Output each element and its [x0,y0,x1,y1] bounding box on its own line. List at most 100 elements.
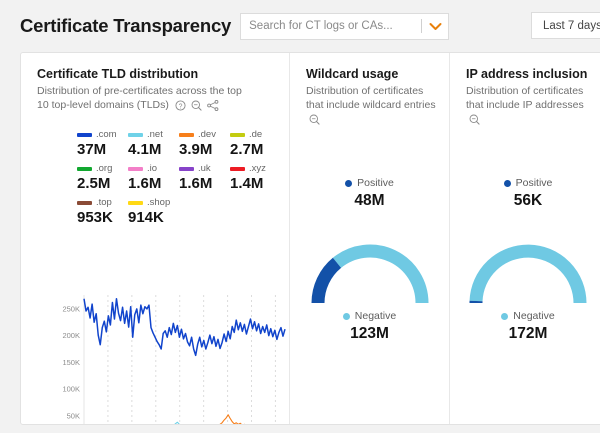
app-header: Certificate Transparency [0,0,600,52]
help-circle-icon[interactable]: ? [175,100,186,111]
tld-line-chart[interactable]: 050K100K150K200K250KTue, Oct 28Thu, Oct … [51,291,289,424]
tld-legend-key-row: .org .io .uk .xyz [77,163,282,174]
tld-value-label: 1.6M [179,175,213,192]
tld-subtitle-text: Distribution of pre-certificates across … [37,85,242,111]
panel-wildcard-usage: Wildcard usage Distribution of certifica… [289,53,449,424]
tld-name-label: .dev [198,129,216,140]
search-box[interactable] [240,12,450,40]
ip-panel-action-icons [469,114,480,125]
tld-panel-action-icons: ? [175,100,219,111]
tld-value: 3.9M [179,140,230,158]
tld-color-swatch [77,132,92,137]
tld-legend-item[interactable]: .org [77,163,128,174]
tld-legend-item[interactable]: .shop [128,197,179,208]
tld-color-swatch [230,132,245,137]
tld-value: 1.6M [179,174,230,192]
tld-value-label: 1.4M [230,175,264,192]
panel-ip-address-inclusion: IP address inclusion Distribution of cer… [449,53,600,424]
tld-legend-item[interactable]: .xyz [230,163,281,174]
tld-color-swatch [128,200,143,205]
tld-value: 953K [77,208,128,226]
tld-name-label: .top [96,197,112,208]
tld-legend-key-row: .top .shop [77,197,282,208]
ip-positive-value: 56K [513,192,543,209]
tld-legend-item[interactable]: .dev [179,129,230,140]
tld-value: 37M [77,140,128,158]
tld-value: 914K [128,208,179,226]
wildcard-positive-label: Positive [357,177,394,189]
date-range-button[interactable]: Last 7 days [531,12,600,39]
magnifier-icon[interactable] [191,100,202,111]
dashboard-card: Certificate TLD distribution Distributio… [20,52,600,425]
tld-name-label: .de [249,129,263,140]
svg-text:100K: 100K [62,385,80,394]
svg-text:250K: 250K [62,304,80,313]
magnifier-icon[interactable] [309,114,320,125]
tld-value-label: 4.1M [128,141,162,158]
ip-positive-label: Positive [515,177,553,189]
tld-legend-item[interactable]: .net [128,129,179,140]
tld-value-label: 953K [77,209,113,226]
tld-legend-value-row: 953K 914K [77,208,282,226]
tld-value-label: 3.9M [179,141,213,158]
share-icon[interactable] [206,100,219,111]
svg-text:?: ? [178,103,182,110]
tld-legend: .com .net .dev .de 37M 4.1M 3.9M 2.7M .org .io .uk… [77,124,282,226]
wildcard-positive-value: 48M [354,192,385,209]
tld-value-label: 2.7M [230,141,264,158]
tld-legend-item[interactable]: .top [77,197,128,208]
tld-value: 2.7M [230,140,281,158]
wildcard-gauge[interactable] [290,233,449,309]
ip-panel-title: IP address inclusion [466,67,588,81]
tld-color-swatch [179,166,194,171]
wildcard-panel-action-icons [309,114,320,125]
wildcard-positive-legend: Positive 48M [290,177,449,210]
chevron-down-icon[interactable] [422,22,448,31]
tld-legend-item[interactable]: .com [77,129,128,140]
tld-legend-value-row: 2.5M 1.6M 1.6M 1.4M [77,174,282,192]
tld-value: 1.4M [230,174,281,192]
page-title: Certificate Transparency [20,15,232,36]
ip-negative-legend: Negative 172M [450,310,600,343]
wildcard-negative-dot [342,312,350,320]
tld-panel-subtitle: Distribution of pre-certificates across … [37,84,247,112]
tld-panel-title: Certificate TLD distribution [37,67,199,81]
tld-value: 4.1M [128,140,179,158]
tld-name-label: .com [96,129,117,140]
svg-text:50K: 50K [67,411,80,420]
tld-name-label: .shop [147,197,171,208]
search-input[interactable] [241,20,422,32]
tld-color-swatch [230,166,245,171]
tld-name-label: .io [147,163,158,174]
tld-legend-item[interactable]: .uk [179,163,230,174]
ip-negative-dot [501,312,509,320]
date-range-label: Last 7 days [543,19,600,32]
tld-name-label: .net [147,129,163,140]
tld-name-label: .org [96,163,113,174]
ip-negative-label: Negative [513,310,555,322]
magnifier-icon[interactable] [469,114,480,125]
ip-positive-dot [503,179,511,187]
tld-legend-item[interactable]: .de [230,129,281,140]
tld-legend-key-row: .com .net .dev .de [77,129,282,140]
wildcard-positive-dot [345,179,353,187]
search-divider [421,19,423,33]
tld-color-swatch [179,132,194,137]
tld-value-label: 914K [128,209,164,226]
ip-gauge[interactable] [450,233,600,309]
wildcard-panel-title: Wildcard usage [306,67,399,81]
panel-certificate-tld-distribution: Certificate TLD distribution Distributio… [21,53,289,424]
wildcard-negative-label: Negative [354,310,397,322]
svg-text:200K: 200K [62,331,80,340]
tld-value-label: 37M [77,141,107,158]
wildcard-panel-subtitle: Distribution of certificates that includ… [306,84,438,126]
tld-value-label: 1.6M [128,175,162,192]
tld-color-swatch [77,166,92,171]
tld-color-swatch [128,132,143,137]
tld-value-label: 2.5M [77,175,111,192]
tld-color-swatch [77,200,92,205]
tld-name-label: .uk [198,163,211,174]
ip-positive-legend: Positive 56K [450,177,600,210]
tld-legend-value-row: 37M 4.1M 3.9M 2.7M [77,140,282,158]
tld-legend-item[interactable]: .io [128,163,179,174]
